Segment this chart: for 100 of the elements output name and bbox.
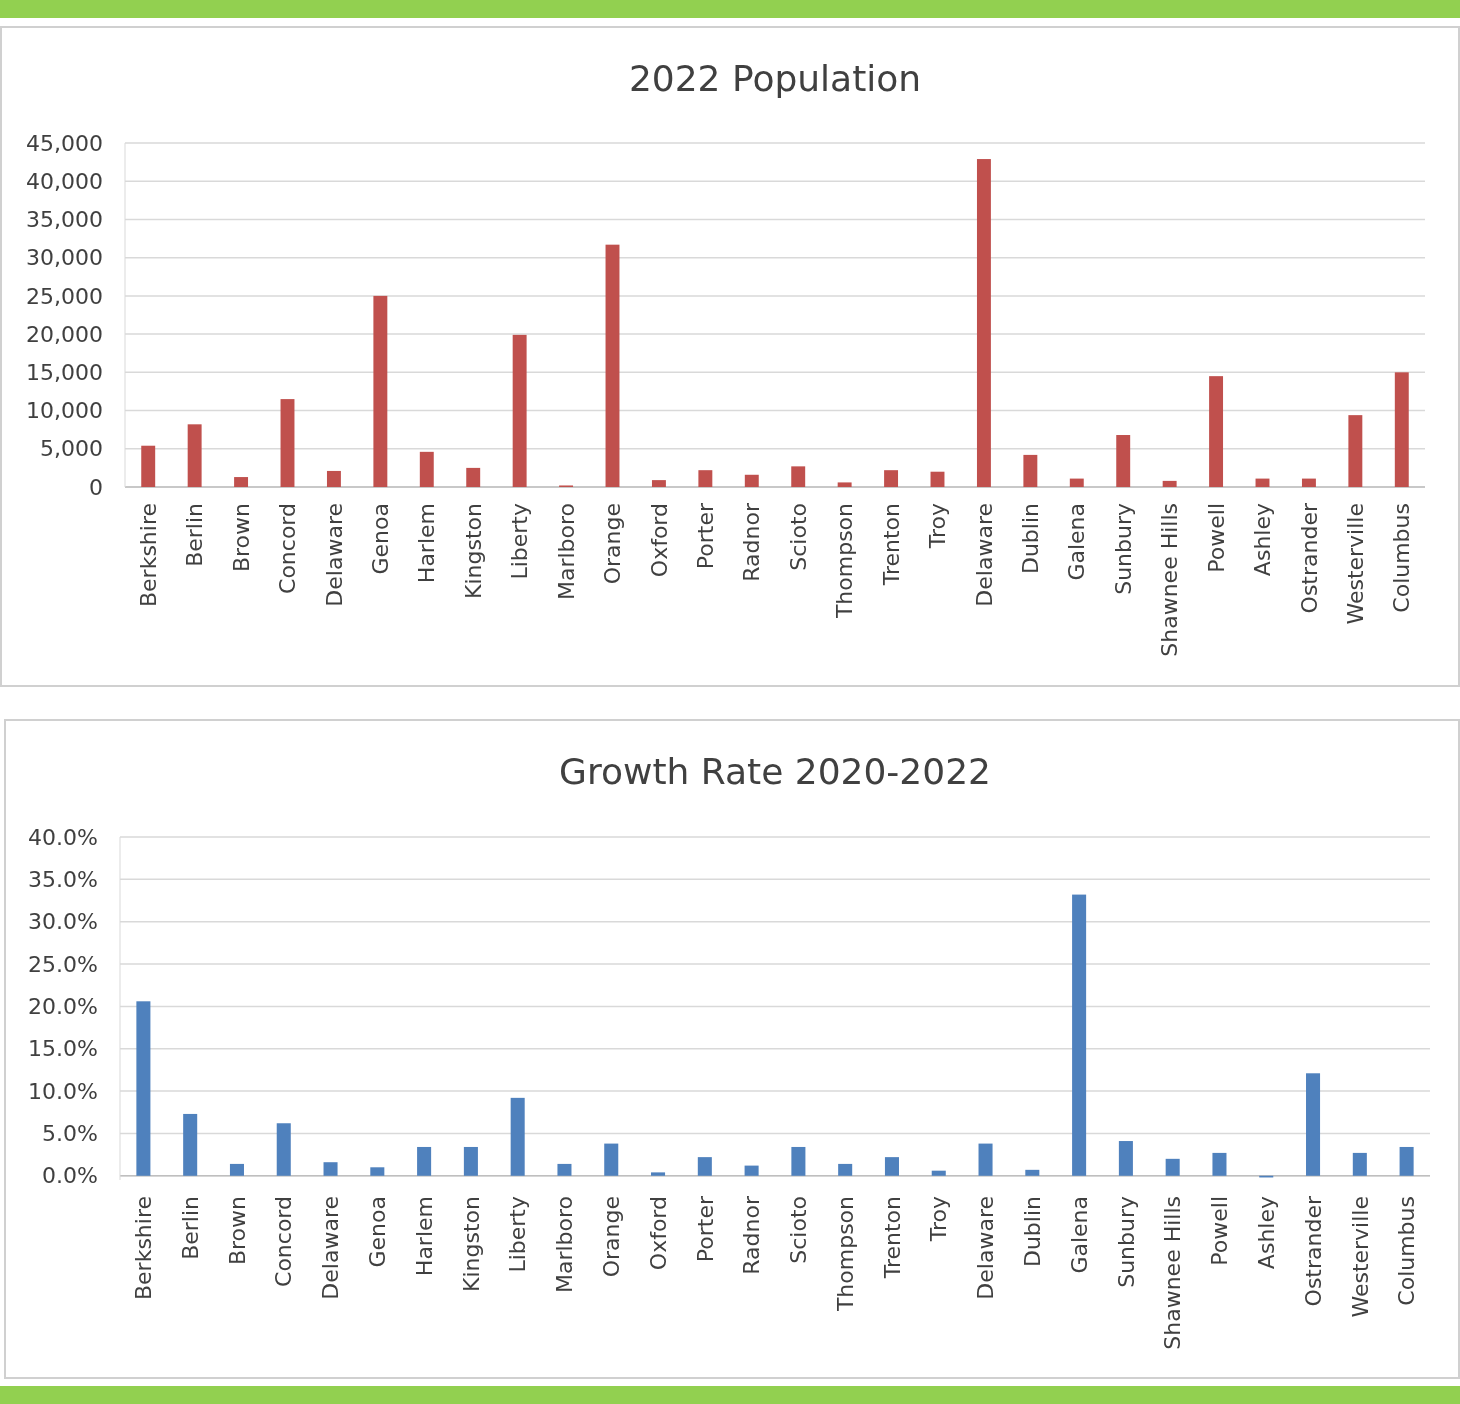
y-tick-label: 30,000 bbox=[26, 245, 103, 271]
x-tick-label: Delaware bbox=[318, 1196, 344, 1300]
bar bbox=[1209, 376, 1224, 487]
x-tick-label: Genoa bbox=[365, 1196, 391, 1268]
x-tick-label: Powell bbox=[1203, 503, 1229, 573]
bar bbox=[651, 1172, 666, 1176]
bar bbox=[1165, 1158, 1180, 1176]
bar bbox=[1352, 1152, 1367, 1176]
x-tick-label: Concord bbox=[271, 1196, 297, 1287]
bar bbox=[510, 1097, 525, 1176]
bar bbox=[1301, 478, 1316, 487]
x-tick-label: Scioto bbox=[785, 503, 811, 571]
x-tick-label: Trenton bbox=[879, 1196, 905, 1280]
y-tick-label: 45,000 bbox=[26, 130, 103, 156]
y-tick-label: 25.0% bbox=[28, 951, 98, 977]
x-tick-label: Thompson bbox=[832, 1196, 858, 1313]
y-tick-label: 5,000 bbox=[40, 436, 103, 462]
x-tick-label: Kingston bbox=[460, 503, 486, 599]
x-tick-label: Berlin bbox=[182, 503, 208, 567]
x-tick-label: Sunbury bbox=[1113, 1196, 1139, 1288]
bar bbox=[1072, 894, 1087, 1176]
x-tick-label: Berlin bbox=[177, 1196, 203, 1260]
x-tick-label: Thompson bbox=[832, 503, 858, 620]
bar bbox=[512, 334, 527, 487]
bar bbox=[136, 1001, 151, 1176]
bar bbox=[604, 1143, 619, 1176]
y-tick-label: 15.0% bbox=[28, 1036, 98, 1062]
bar bbox=[234, 477, 249, 487]
y-tick-label: 5.0% bbox=[42, 1121, 98, 1147]
bar bbox=[651, 480, 666, 487]
y-tick-label: 20.0% bbox=[28, 994, 98, 1020]
bar bbox=[419, 451, 434, 487]
x-tick-label: Liberty bbox=[505, 1196, 531, 1273]
bar bbox=[1023, 454, 1038, 487]
x-tick-label: Berkshire bbox=[135, 503, 161, 608]
bar bbox=[1394, 372, 1409, 487]
bar bbox=[1025, 1169, 1040, 1176]
x-tick-label: Ashley bbox=[1253, 1196, 1279, 1270]
x-tick-label: Delaware bbox=[321, 503, 347, 607]
x-tick-label: Radnor bbox=[739, 502, 765, 582]
bar bbox=[744, 474, 759, 487]
x-tick-label: Delaware bbox=[971, 503, 997, 607]
bar bbox=[698, 470, 713, 487]
bar bbox=[744, 1165, 759, 1176]
x-tick-label: Concord bbox=[275, 503, 301, 594]
y-tick-label: 0.0% bbox=[42, 1163, 98, 1189]
y-tick-label: 20,000 bbox=[26, 321, 103, 347]
x-tick-label: Brown bbox=[224, 1196, 250, 1266]
x-tick-label: Oxford bbox=[646, 503, 672, 578]
y-tick-label: 10,000 bbox=[26, 398, 103, 424]
bar bbox=[370, 1167, 385, 1176]
x-tick-label: Galena bbox=[1064, 503, 1090, 581]
x-tick-label: Harlem bbox=[414, 503, 440, 584]
x-tick-label: Kingston bbox=[458, 1196, 484, 1292]
x-tick-label: Dublin bbox=[1020, 1196, 1046, 1268]
x-tick-label: Delaware bbox=[973, 1196, 999, 1300]
bar bbox=[1116, 435, 1131, 487]
x-tick-label: Marlboro bbox=[553, 503, 579, 601]
bar bbox=[1399, 1146, 1414, 1176]
x-tick-label: Oxford bbox=[645, 1196, 671, 1271]
x-tick-label: Marlboro bbox=[552, 1196, 578, 1294]
x-tick-label: Troy bbox=[925, 503, 951, 550]
bar bbox=[326, 470, 341, 487]
bar bbox=[373, 295, 388, 487]
chart-title: 2022 Population bbox=[628, 58, 922, 99]
bar bbox=[141, 445, 156, 487]
x-tick-label: Orange bbox=[600, 503, 626, 585]
y-tick-label: 30.0% bbox=[28, 909, 98, 935]
bar bbox=[930, 471, 945, 487]
x-tick-label: Ostrander bbox=[1300, 1195, 1326, 1307]
bar bbox=[837, 482, 852, 487]
x-tick-label: Galena bbox=[1066, 1196, 1092, 1274]
x-tick-label: Brown bbox=[228, 503, 254, 573]
bar bbox=[884, 470, 899, 487]
chart-title: Growth Rate 2020-2022 bbox=[559, 751, 991, 792]
y-tick-label: 40,000 bbox=[26, 168, 103, 194]
y-tick-label: 25,000 bbox=[26, 283, 103, 309]
bar bbox=[417, 1146, 432, 1176]
bar bbox=[463, 1146, 478, 1176]
bar bbox=[183, 1113, 198, 1176]
y-tick-label: 35.0% bbox=[28, 867, 98, 893]
bar bbox=[978, 1143, 993, 1176]
bar bbox=[187, 424, 202, 487]
y-tick-label: 0 bbox=[89, 474, 103, 500]
bar bbox=[1348, 415, 1363, 487]
x-tick-label: Westerville bbox=[1347, 1196, 1373, 1318]
x-tick-label: Sunbury bbox=[1110, 503, 1136, 595]
bar bbox=[791, 466, 806, 487]
x-tick-label: Porter bbox=[693, 502, 719, 570]
y-tick-label: 40.0% bbox=[28, 824, 98, 850]
y-tick-label: 10.0% bbox=[28, 1078, 98, 1104]
x-tick-label: Trenton bbox=[878, 503, 904, 587]
x-tick-label: Liberty bbox=[507, 503, 533, 580]
x-tick-label: Porter bbox=[692, 1195, 718, 1263]
bar bbox=[276, 1123, 291, 1176]
bar bbox=[323, 1162, 338, 1176]
bar bbox=[838, 1163, 853, 1176]
bar bbox=[1069, 478, 1084, 487]
x-tick-label: Columbus bbox=[1394, 1196, 1420, 1306]
x-tick-label: Radnor bbox=[739, 1195, 765, 1275]
